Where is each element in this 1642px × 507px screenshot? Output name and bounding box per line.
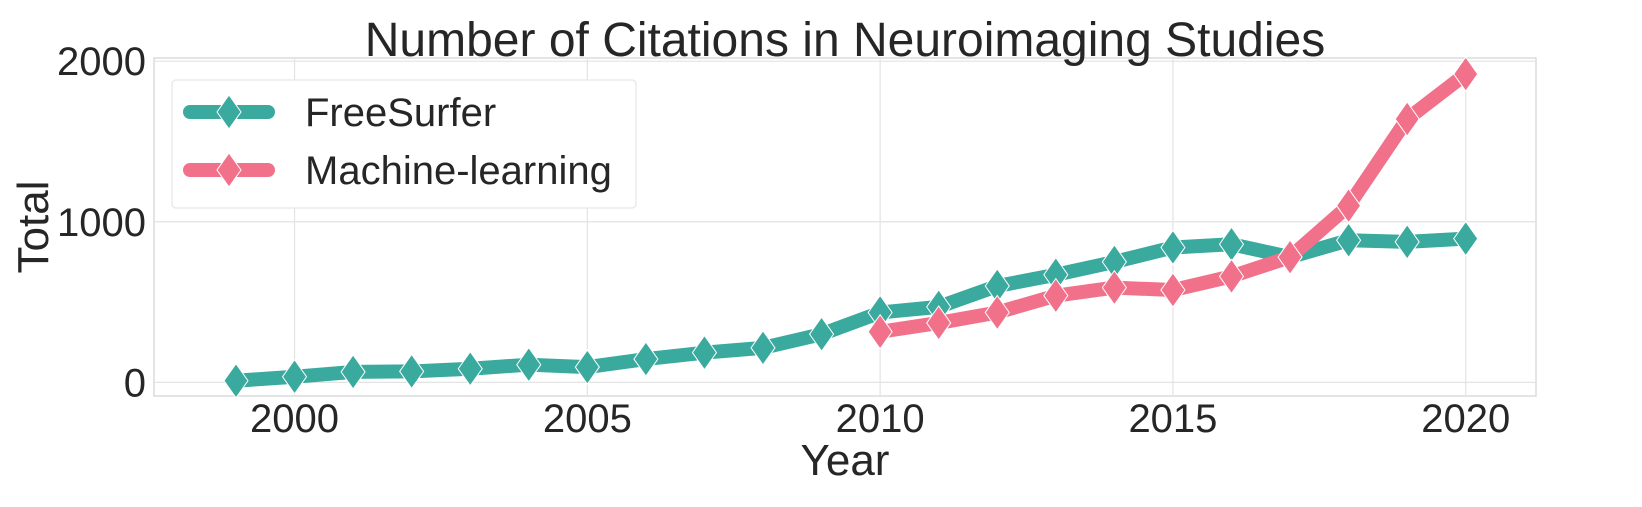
axis-ticks: 2000 2005 2010 2015 2020 0 1000 2000 [57, 40, 1510, 441]
x-axis-label: Year [801, 436, 890, 485]
data-point-machine-learning-2015 [1160, 272, 1186, 308]
data-point-machine-learning-2011 [926, 305, 952, 341]
legend-item-freesurfer: FreeSurfer [183, 91, 496, 135]
series-freesurfer [223, 220, 1479, 399]
y-tick-label-2000: 2000 [57, 40, 146, 84]
data-point-freesurfer-2020 [1453, 220, 1479, 257]
data-point-machine-learning-2020 [1453, 56, 1479, 92]
y-tick-label-1000: 1000 [57, 201, 146, 245]
series-line-freesurfer [228, 231, 1473, 388]
data-point-machine-learning-2012 [984, 294, 1010, 331]
data-point-machine-learning-2018 [1335, 187, 1362, 224]
data-point-freesurfer-2018 [1335, 222, 1362, 259]
data-point-machine-learning-2014 [1101, 269, 1127, 306]
data-point-freesurfer-2001 [340, 354, 366, 390]
x-tick-label-2005: 2005 [543, 397, 632, 441]
x-tick-label-2020: 2020 [1421, 397, 1510, 441]
data-point-freesurfer-1999 [223, 362, 249, 399]
data-point-freesurfer-2000 [281, 358, 308, 395]
data-point-freesurfer-2004 [516, 346, 542, 383]
data-point-machine-learning-2013 [1043, 277, 1069, 314]
legend-label-machine-learning: Machine-learning [305, 149, 612, 193]
legend-marker-machine-learning [216, 152, 242, 188]
legend-marker-freesurfer [216, 94, 242, 130]
legend: FreeSurfer Machine-learning [171, 79, 637, 209]
data-point-machine-learning-2010 [867, 313, 893, 350]
y-tick-label-0: 0 [124, 361, 146, 405]
data-point-machine-learning-2016 [1218, 258, 1245, 295]
data-point-freesurfer-2019 [1394, 223, 1420, 260]
series-layer [223, 56, 1479, 399]
chart-title: Number of Citations in Neuroimaging Stud… [365, 14, 1325, 67]
data-point-freesurfer-2009 [808, 316, 835, 353]
data-point-freesurfer-2008 [750, 329, 776, 366]
data-point-freesurfer-2015 [1160, 229, 1186, 266]
y-axis-label: Total [9, 181, 58, 274]
x-tick-label-2015: 2015 [1128, 397, 1217, 441]
data-point-freesurfer-2007 [691, 334, 718, 371]
legend-item-machine-learning: Machine-learning [183, 149, 612, 193]
x-tick-label-2010: 2010 [836, 397, 925, 441]
x-tick-label-2000: 2000 [250, 397, 339, 441]
data-point-freesurfer-2006 [633, 341, 659, 377]
data-point-freesurfer-2003 [457, 350, 483, 387]
data-point-freesurfer-2002 [399, 353, 425, 390]
legend-label-freesurfer: FreeSurfer [305, 91, 496, 135]
series-machine-learning [867, 56, 1479, 350]
data-point-machine-learning-2019 [1394, 101, 1420, 137]
legend-box [171, 79, 637, 209]
data-point-machine-learning-2017 [1277, 239, 1303, 275]
data-point-freesurfer-2005 [574, 349, 600, 385]
